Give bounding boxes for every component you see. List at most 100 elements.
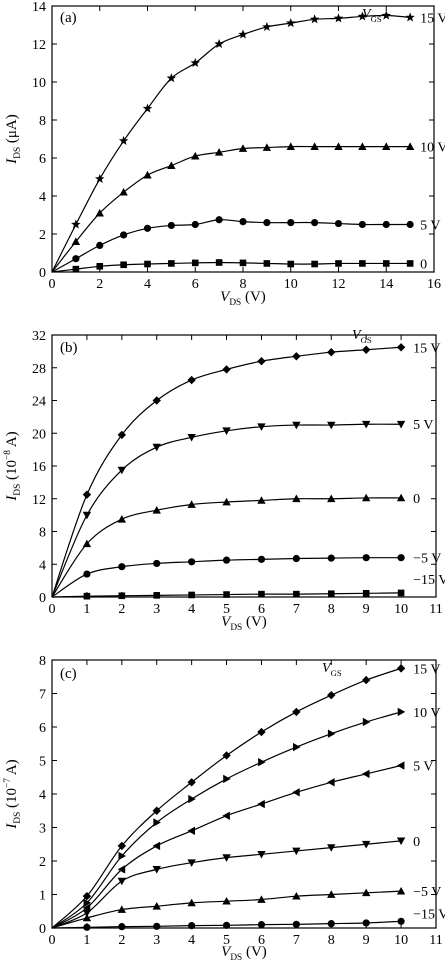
- data-point: [257, 850, 266, 859]
- data-point: [96, 263, 104, 270]
- data-point: [152, 866, 161, 874]
- series-4: 0: [51, 835, 420, 929]
- x-tick-label: 10: [394, 933, 408, 948]
- data-point: [361, 675, 371, 685]
- data-point: [72, 255, 80, 263]
- data-point: [293, 742, 301, 752]
- series-end-label: −5 V: [413, 885, 441, 900]
- x-tick-label: 10: [284, 277, 298, 292]
- series-line: [51, 14, 411, 273]
- x-tick-label: 2: [118, 602, 125, 617]
- data-point: [118, 592, 126, 600]
- data-point: [327, 844, 336, 852]
- data-point: [335, 260, 342, 267]
- data-point: [82, 909, 92, 918]
- series-end-label: 0: [413, 492, 420, 507]
- data-point: [287, 219, 295, 227]
- data-point: [187, 375, 196, 385]
- y-tick-label: 4: [39, 190, 46, 205]
- data-point: [191, 151, 200, 160]
- data-point: [239, 259, 247, 267]
- data-point: [223, 591, 230, 598]
- data-point: [333, 13, 344, 23]
- data-point: [292, 352, 301, 361]
- data-point: [334, 142, 343, 150]
- data-point: [188, 794, 196, 804]
- series-line: [51, 711, 402, 929]
- data-point: [257, 895, 266, 903]
- data-point: [257, 423, 266, 431]
- data-point: [362, 554, 370, 562]
- data-point: [361, 493, 371, 502]
- data-point: [222, 556, 231, 564]
- data-point: [72, 265, 80, 273]
- data-point: [286, 142, 295, 150]
- series-end-label: 15 V: [413, 662, 440, 677]
- x-tick-label: 8: [328, 933, 335, 948]
- panel-label: (c): [60, 666, 77, 682]
- series-end-label: 10 V: [420, 141, 445, 156]
- panel-label: (b): [60, 340, 78, 356]
- data-point: [222, 497, 231, 506]
- x-tick-label: 8: [328, 602, 335, 617]
- data-point: [167, 161, 176, 169]
- series-5: −15 V: [51, 573, 445, 600]
- data-point: [119, 188, 128, 196]
- panel-label: (a): [60, 10, 77, 26]
- x-tick-label: 9: [363, 933, 370, 948]
- data-point: [357, 11, 368, 21]
- plot-frame: [51, 5, 435, 273]
- data-point: [292, 421, 301, 430]
- data-point: [152, 902, 161, 910]
- series-end-label: 5 V: [413, 760, 433, 775]
- data-point: [120, 231, 128, 239]
- x-tick-label: 5: [223, 933, 230, 948]
- data-point: [310, 142, 319, 150]
- y-tick-label: 7: [39, 688, 46, 703]
- y-tick-label: 0: [39, 266, 46, 281]
- series-end-label: 5 V: [420, 219, 440, 234]
- y-tick-label: 1: [39, 889, 46, 904]
- data-point: [152, 806, 161, 815]
- data-point: [144, 260, 151, 268]
- y-tick-label: 0: [39, 922, 46, 937]
- y-tick-label: 28: [32, 362, 46, 377]
- data-point: [118, 923, 126, 931]
- x-tick-label: 1: [83, 933, 90, 948]
- data-point: [397, 707, 406, 717]
- data-point: [83, 592, 91, 600]
- y-tick-label: 0: [39, 591, 46, 606]
- data-point: [117, 841, 127, 851]
- data-point: [382, 260, 390, 267]
- data-point: [396, 664, 406, 673]
- data-point: [258, 757, 266, 767]
- series-line: [51, 219, 411, 273]
- data-point: [187, 433, 196, 442]
- data-point: [327, 554, 335, 562]
- data-point: [327, 590, 335, 598]
- x-tick-label: 3: [153, 933, 160, 948]
- data-point: [118, 135, 129, 145]
- data-point: [396, 886, 406, 895]
- data-point: [257, 555, 266, 563]
- data-point: [327, 690, 336, 700]
- data-point: [82, 891, 92, 901]
- data-point: [153, 818, 161, 827]
- data-point: [223, 774, 231, 784]
- data-point: [187, 859, 196, 867]
- data-point: [118, 851, 127, 861]
- x-tick-label: 8: [240, 277, 247, 292]
- data-point: [292, 920, 300, 928]
- data-point: [222, 854, 231, 862]
- data-point: [361, 345, 371, 354]
- series-3: 5 V: [51, 216, 440, 273]
- data-point: [152, 506, 161, 514]
- data-point: [362, 717, 371, 727]
- data-point: [292, 494, 301, 503]
- series-2: 5 V: [51, 418, 433, 598]
- data-point: [262, 21, 272, 31]
- data-point: [188, 922, 196, 930]
- data-point: [239, 218, 247, 226]
- series-line: [51, 346, 402, 598]
- data-point: [222, 427, 231, 435]
